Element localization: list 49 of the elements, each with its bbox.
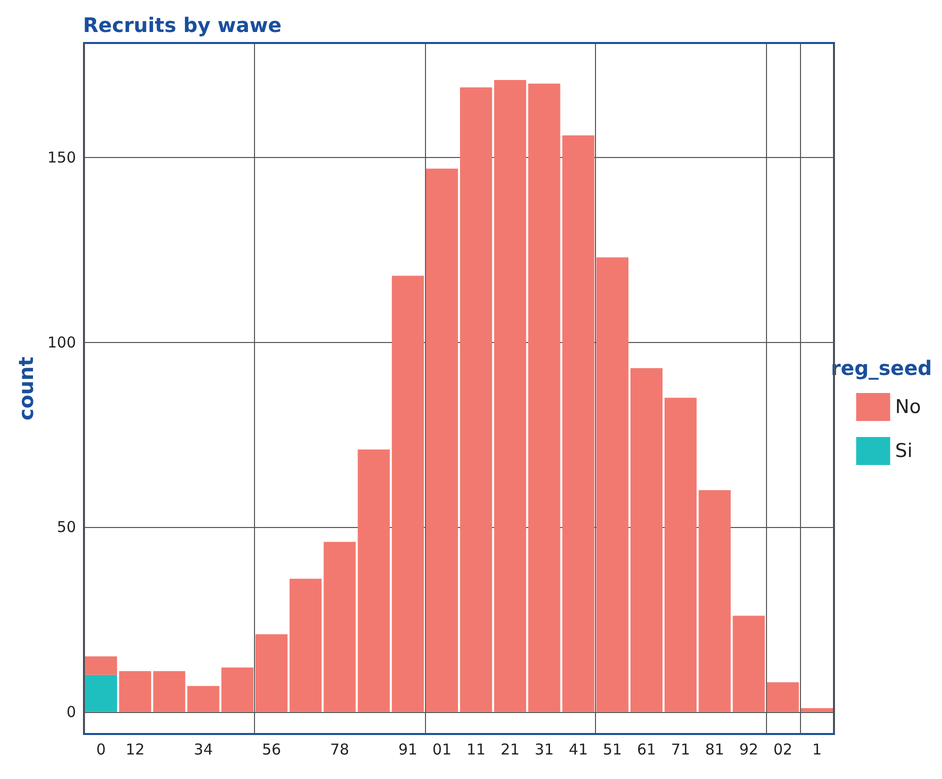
x-tick-label: 12 xyxy=(126,740,145,758)
x-tick-label: 78 xyxy=(330,740,350,758)
bar xyxy=(630,368,663,712)
x-tick-label: 21 xyxy=(500,740,520,758)
bar xyxy=(153,671,186,712)
bar xyxy=(800,708,833,712)
x-tick-label: 92 xyxy=(739,740,758,758)
bar xyxy=(290,578,322,712)
x-tick-label: 31 xyxy=(534,740,554,758)
x-tick-label: 71 xyxy=(671,740,690,758)
x-tick-label: 51 xyxy=(602,740,622,758)
bar xyxy=(494,80,526,712)
x-tick-label: 61 xyxy=(636,740,656,758)
x-tick-label: 91 xyxy=(398,740,418,758)
y-tick-label: 0 xyxy=(66,702,76,721)
bar xyxy=(664,398,697,712)
bar xyxy=(766,682,799,712)
legend-label: Si xyxy=(895,440,913,462)
bar xyxy=(85,674,118,712)
x-tick-label: 34 xyxy=(194,740,213,758)
y-axis-title: count xyxy=(14,356,38,420)
bar xyxy=(119,671,152,712)
x-tick-label: 02 xyxy=(773,740,792,758)
bar xyxy=(255,634,288,712)
bar xyxy=(562,135,594,712)
y-tick-label: 150 xyxy=(47,148,76,167)
x-tick-label: 56 xyxy=(262,740,282,758)
bar xyxy=(426,168,458,712)
y-tick-label: 50 xyxy=(56,518,76,536)
bar xyxy=(85,656,118,675)
bar xyxy=(460,87,492,712)
bar xyxy=(732,616,765,712)
x-tick-label: 81 xyxy=(705,740,724,758)
x-tick-label: 11 xyxy=(466,740,486,758)
x-tick-label: 01 xyxy=(432,740,452,758)
bar xyxy=(392,276,424,712)
x-tick-label: 0 xyxy=(96,740,106,758)
x-tick-label: 41 xyxy=(568,740,588,758)
bar xyxy=(358,449,390,712)
bar xyxy=(698,490,731,712)
legend-label: No xyxy=(895,396,922,418)
bar xyxy=(596,257,628,712)
bar xyxy=(324,542,356,712)
bar xyxy=(221,667,254,712)
chart-title: Recruits by wawe xyxy=(83,13,282,37)
bar xyxy=(187,686,220,712)
bar xyxy=(528,84,560,712)
y-tick-label: 100 xyxy=(47,333,76,352)
x-tick-label: 1 xyxy=(812,740,822,758)
